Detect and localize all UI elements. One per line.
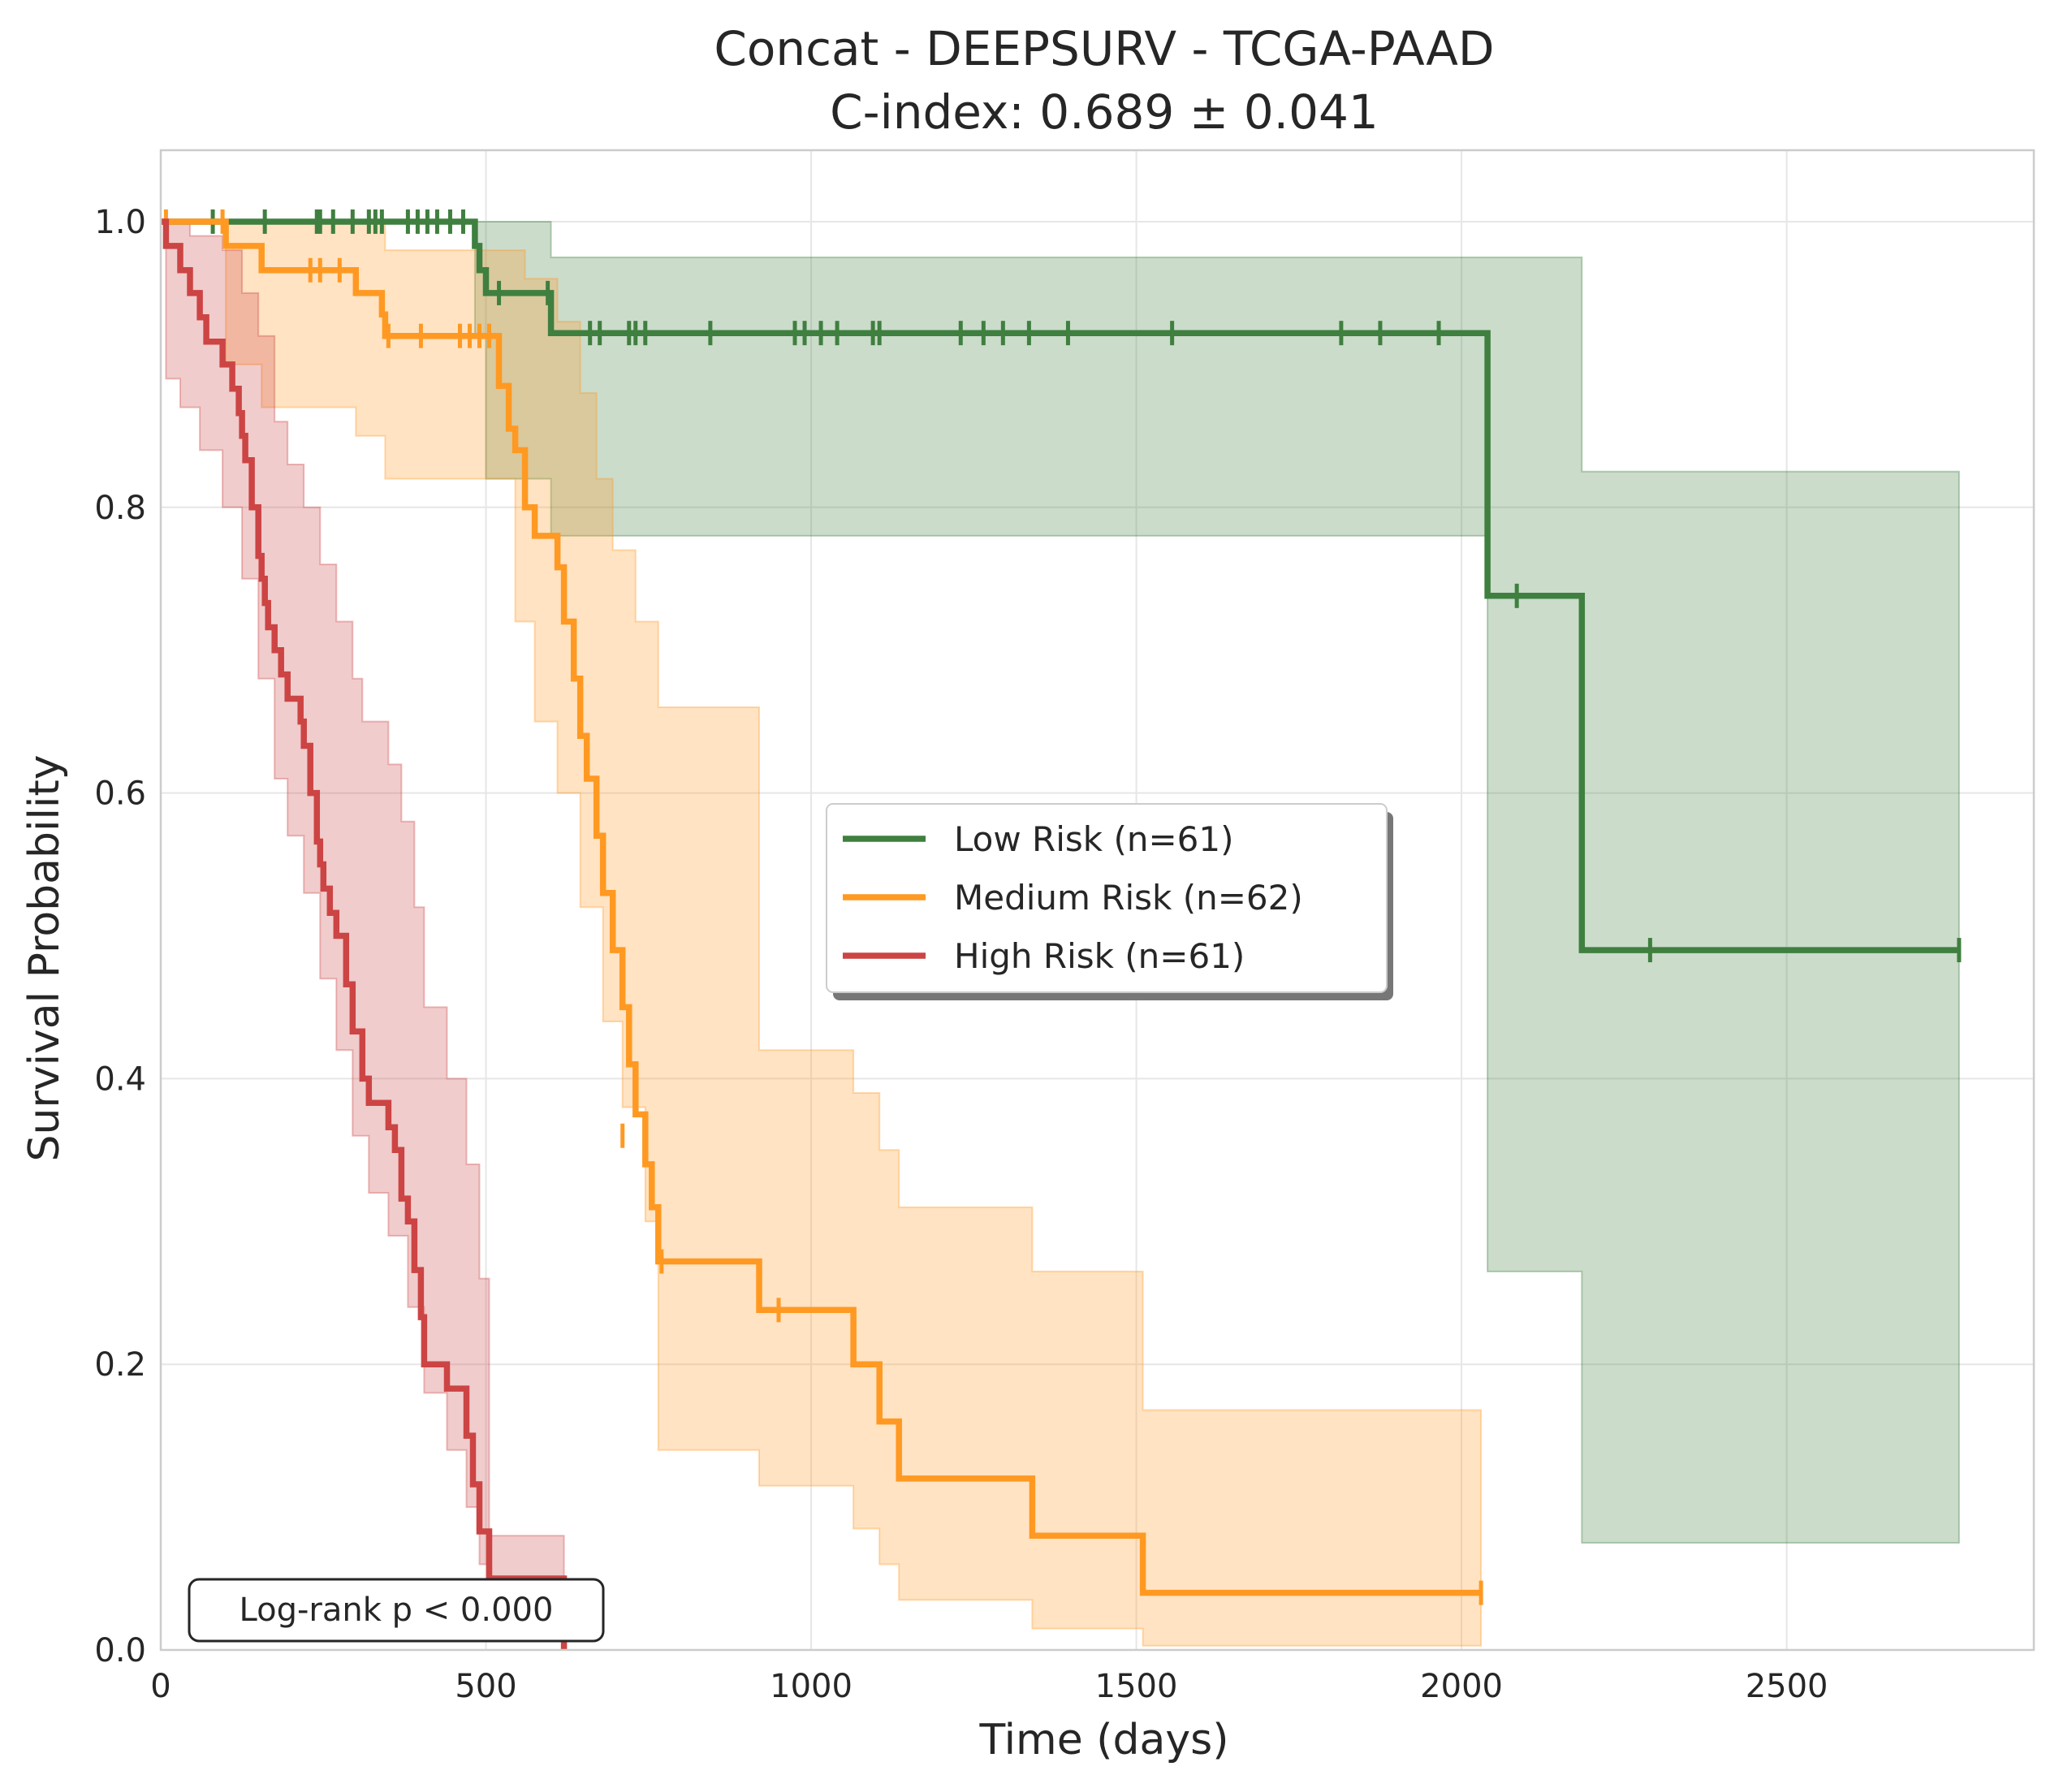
legend-label: Medium Risk (n=62) bbox=[954, 878, 1303, 918]
legend: Low Risk (n=61) Medium Risk (n=62) High Ri… bbox=[826, 803, 1393, 1000]
chart-title: Concat - DEEPSURV - TCGA-PAAD bbox=[714, 21, 1494, 76]
survival-curve bbox=[161, 218, 568, 1650]
x-tick-label: 2000 bbox=[1420, 1668, 1503, 1705]
y-tick-label: 0.2 bbox=[94, 1346, 146, 1384]
legend-label: High Risk (n=61) bbox=[954, 936, 1245, 976]
x-tick-label: 500 bbox=[455, 1668, 516, 1705]
chart-subtitle: C-index: 0.689 ± 0.041 bbox=[830, 84, 1379, 140]
x-tick-label: 2500 bbox=[1746, 1668, 1828, 1705]
y-axis-label: Survival Probability bbox=[20, 754, 69, 1161]
survival-curve bbox=[161, 218, 1959, 953]
x-tick-label: 1000 bbox=[770, 1668, 853, 1705]
y-tick-label: 0.8 bbox=[94, 490, 146, 527]
x-axis-label: Time (days) bbox=[978, 1716, 1228, 1764]
y-tick-label: 0.6 bbox=[94, 775, 146, 813]
legend-label: Low Risk (n=61) bbox=[954, 819, 1234, 859]
annotation-text: Log-rank p < 0.000 bbox=[240, 1591, 554, 1629]
plot-frame bbox=[159, 149, 2035, 1652]
y-tick-label: 0.4 bbox=[94, 1060, 146, 1098]
confidence-band bbox=[161, 221, 1960, 1544]
legend-box bbox=[826, 803, 1388, 993]
confidence-band bbox=[161, 221, 1483, 1647]
x-tick-label: 1500 bbox=[1095, 1668, 1178, 1705]
logrank-annotation: Log-rank p < 0.000 bbox=[188, 1578, 605, 1643]
annotation-box bbox=[188, 1578, 605, 1643]
y-tick-label: 1.0 bbox=[94, 204, 146, 241]
plot-area: 0 500 1000 1500 2000 2500 0.0 0.2 0.4 0.6 0.8 1.0 Lo… bbox=[94, 149, 2035, 1705]
x-tick-label: 0 bbox=[150, 1668, 171, 1705]
y-tick-label: 0.0 bbox=[94, 1632, 146, 1669]
